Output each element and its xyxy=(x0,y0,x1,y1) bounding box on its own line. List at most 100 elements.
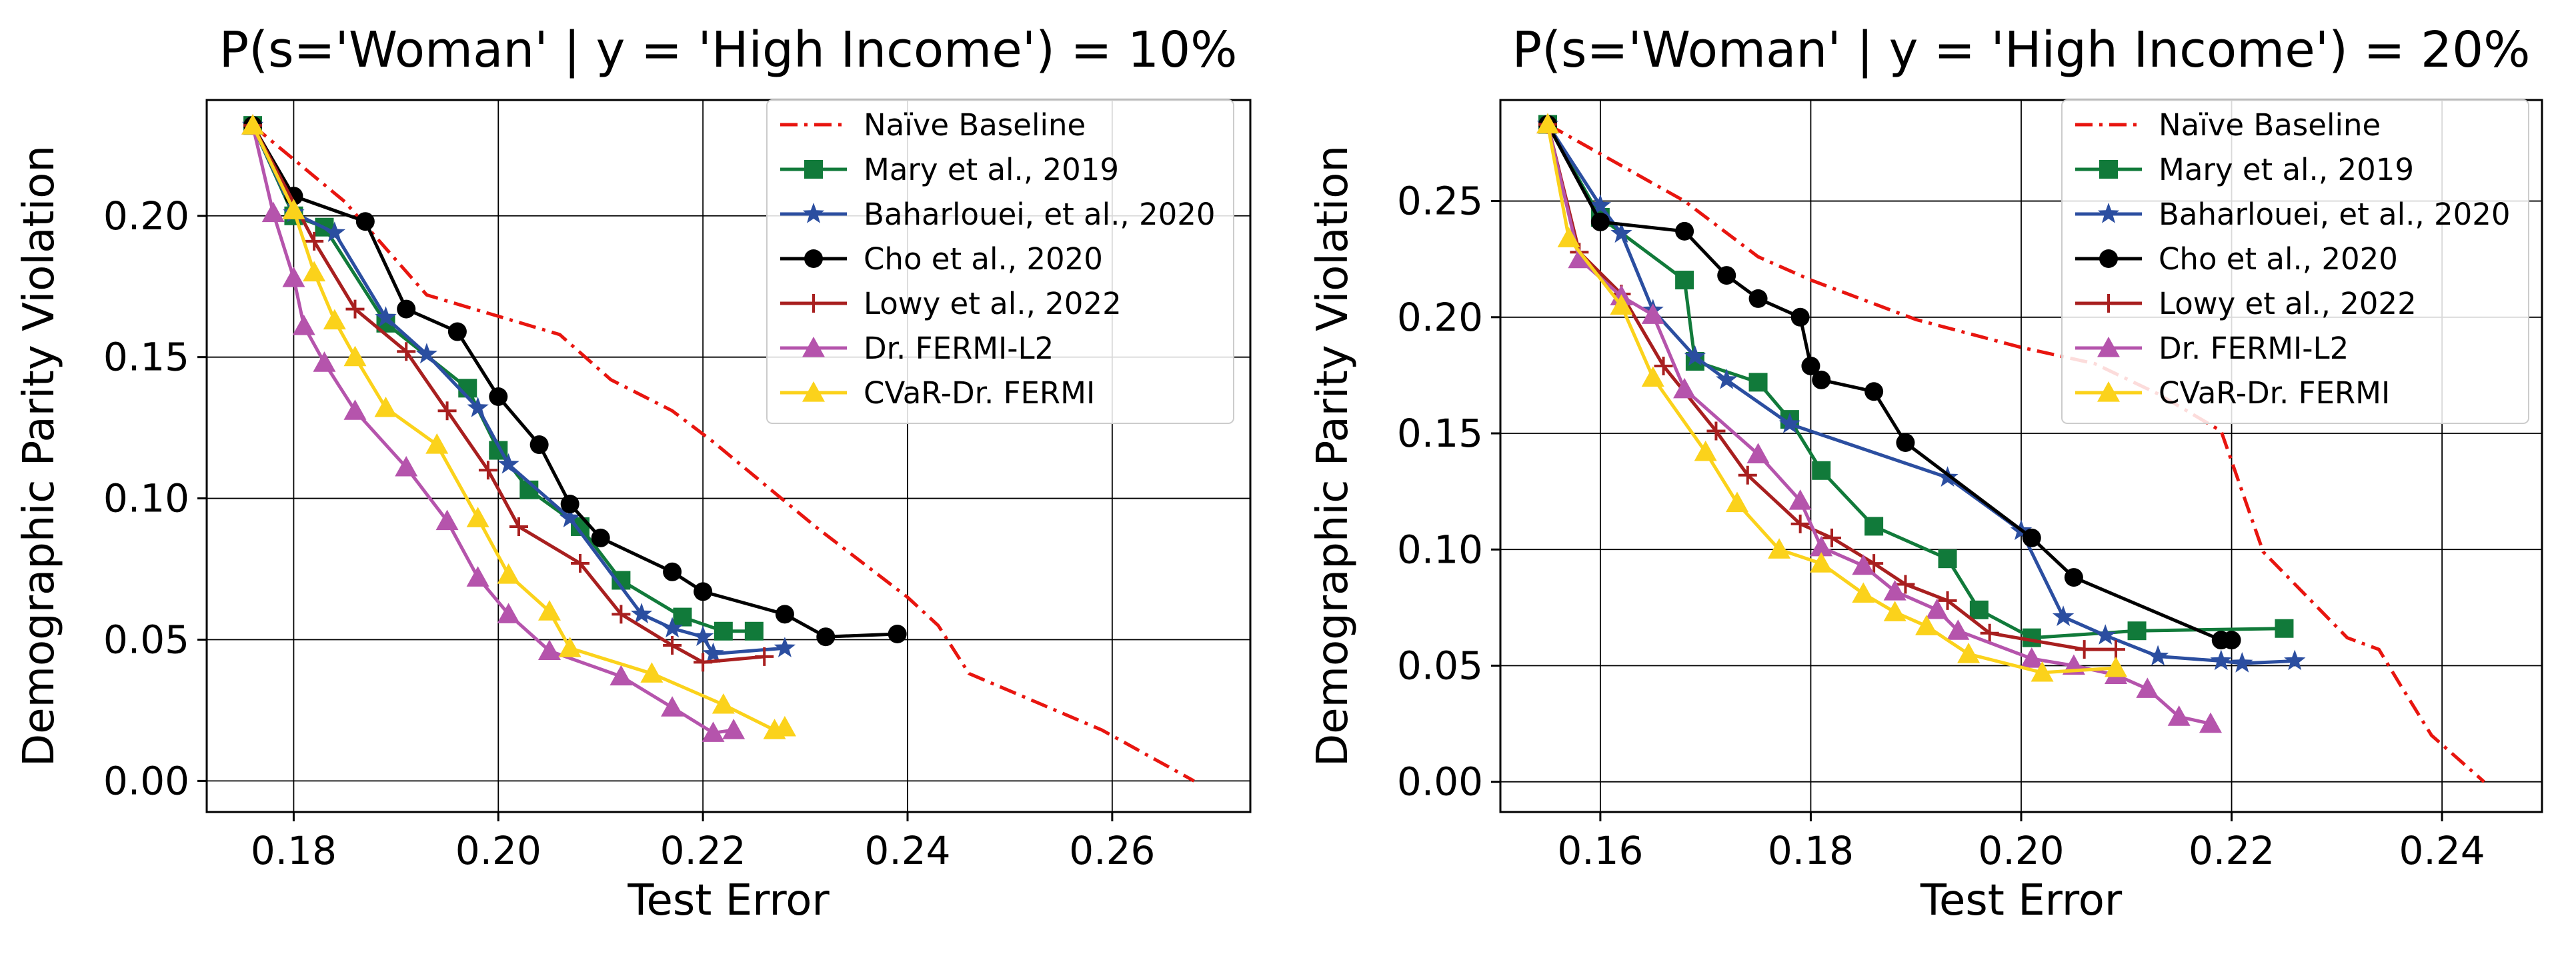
data-point xyxy=(241,114,265,135)
data-point xyxy=(509,517,528,536)
data-point xyxy=(1969,600,1989,619)
legend-entry: CVaR-Dr. FERMI xyxy=(780,375,1095,411)
legend-label: CVaR-Dr. FERMI xyxy=(864,375,1095,411)
data-point xyxy=(466,507,489,527)
series-line xyxy=(251,125,754,633)
data-point xyxy=(2284,649,2306,671)
data-point xyxy=(2020,647,2043,668)
data-point xyxy=(1812,461,1831,480)
y-tick-label: 0.05 xyxy=(1397,643,1483,688)
legend-entry: Lowy et al., 2022 xyxy=(780,286,1122,321)
data-point xyxy=(673,607,692,627)
data-point xyxy=(435,509,459,531)
data-point xyxy=(1590,212,1610,231)
series-cvar-dr-fermi xyxy=(1536,113,2127,682)
data-point xyxy=(1610,222,1632,243)
data-point xyxy=(497,453,519,474)
data-point xyxy=(571,554,590,573)
data-point xyxy=(1938,591,1957,610)
y-tick-label: 0.20 xyxy=(103,193,189,239)
plot-frame xyxy=(205,99,1252,813)
x-tick-label: 0.22 xyxy=(2189,828,2275,873)
data-point xyxy=(2107,640,2125,659)
data-point xyxy=(1957,643,1981,663)
legend-label: Mary et al., 2019 xyxy=(864,152,1119,187)
data-point xyxy=(1852,582,1875,603)
data-point xyxy=(1726,491,1748,513)
data-point xyxy=(560,495,579,514)
data-point xyxy=(712,693,735,714)
series-line xyxy=(251,124,898,639)
y-axis-label: Demographic Parity Violation xyxy=(15,145,64,767)
data-point xyxy=(1790,514,1810,533)
data-point xyxy=(2275,619,2294,638)
legend-marker xyxy=(2099,249,2118,268)
data-point xyxy=(694,653,713,672)
legend-label: Lowy et al., 2022 xyxy=(2159,286,2417,321)
legend-label: Cho et al., 2020 xyxy=(2159,241,2398,277)
data-point xyxy=(345,299,365,319)
series-line xyxy=(251,124,1195,783)
data-point xyxy=(1675,271,1694,290)
x-tick-label: 0.18 xyxy=(1768,828,1854,873)
data-point xyxy=(888,625,907,643)
data-point xyxy=(774,637,796,657)
legend-entry: Dr. FERMI-L2 xyxy=(780,331,1054,366)
legend-marker xyxy=(2097,337,2120,357)
data-point xyxy=(1748,373,1768,392)
legend-label: Mary et al., 2019 xyxy=(2159,152,2414,187)
legend-entry: Dr. FERMI-L2 xyxy=(2075,331,2349,366)
data-point xyxy=(559,507,581,527)
data-point xyxy=(1864,517,1884,536)
legend-entry: Cho et al., 2020 xyxy=(780,241,1103,277)
chart-title: P(s='Woman' | y = 'High Income') = 20% xyxy=(1512,21,2531,79)
legend-entry: Baharlouei, et al., 2020 xyxy=(2075,197,2511,232)
y-tick-label: 0.15 xyxy=(103,335,189,380)
series-na-ve-baseline xyxy=(251,124,1195,783)
data-point xyxy=(2095,624,2117,645)
plot-frame xyxy=(1499,99,2543,813)
data-point xyxy=(497,603,520,623)
legend-label: Baharlouei, et al., 2020 xyxy=(864,197,1216,232)
series-cvar-dr-fermi xyxy=(241,114,796,739)
legend-marker xyxy=(802,337,825,357)
data-point xyxy=(775,605,794,624)
data-point xyxy=(282,199,305,219)
data-point xyxy=(529,435,549,455)
data-point xyxy=(1716,368,1738,389)
data-point xyxy=(375,306,397,327)
data-point xyxy=(2222,631,2241,650)
data-point xyxy=(1925,598,1949,619)
legend-label: Cho et al., 2020 xyxy=(864,241,1103,277)
series-line xyxy=(251,125,734,735)
y-tick-label: 0.15 xyxy=(1397,411,1483,456)
x-tick-label: 0.20 xyxy=(455,828,541,873)
data-point xyxy=(1610,294,1633,315)
legend-entry: Naïve Baseline xyxy=(780,107,1086,143)
legend-box xyxy=(766,99,1234,424)
legend-marker xyxy=(2097,381,2120,402)
data-point xyxy=(2136,677,2159,698)
data-point xyxy=(1746,443,1770,463)
data-point xyxy=(303,261,326,282)
data-point xyxy=(694,582,713,601)
x-tick-label: 0.22 xyxy=(660,828,746,873)
data-point xyxy=(437,401,457,421)
data-point xyxy=(702,721,725,742)
data-point xyxy=(2031,661,2054,682)
data-point xyxy=(1980,623,1999,643)
legend-marker xyxy=(804,294,823,313)
data-point xyxy=(537,639,561,661)
legend-marker xyxy=(2097,203,2120,223)
legend-marker xyxy=(802,203,825,223)
data-point xyxy=(1864,382,1884,401)
data-point xyxy=(1896,433,1915,452)
y-axis-label: Demographic Parity Violation xyxy=(1308,145,1358,767)
legend-entry: Mary et al., 2019 xyxy=(2075,152,2414,187)
legend-label: Dr. FERMI-L2 xyxy=(864,331,1054,366)
legend-label: CVaR-Dr. FERMI xyxy=(2159,375,2390,411)
legend-entry: Baharlouei, et al., 2020 xyxy=(780,197,1216,232)
legend-marker xyxy=(802,381,825,402)
data-point xyxy=(1706,421,1726,441)
